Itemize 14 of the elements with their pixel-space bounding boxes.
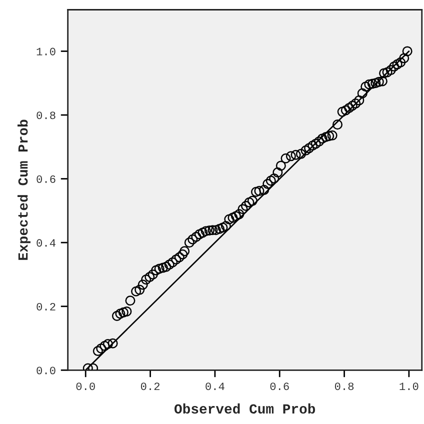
y-tick-label: 0.2 bbox=[36, 302, 56, 310]
x-tick-label: 0.6 bbox=[270, 382, 289, 390]
y-tick-label: 0.6 bbox=[36, 175, 56, 183]
x-tick-label: 0.8 bbox=[334, 382, 354, 390]
y-axis-title: Expected Cum Prob bbox=[18, 120, 30, 260]
x-tick-label: 1.0 bbox=[400, 382, 418, 390]
y-tick-label: 0.8 bbox=[36, 112, 56, 120]
x-tick-label: 0.4 bbox=[206, 382, 224, 390]
x-axis-title: Observed Cum Prob bbox=[174, 403, 316, 414]
y-tick-label: 1.0 bbox=[36, 48, 56, 56]
x-tick-label: 0.2 bbox=[140, 382, 160, 390]
y-tick-label: 0.0 bbox=[36, 366, 56, 374]
y-tick-label: 0.4 bbox=[36, 239, 56, 247]
x-tick-label: 0.0 bbox=[76, 382, 95, 390]
